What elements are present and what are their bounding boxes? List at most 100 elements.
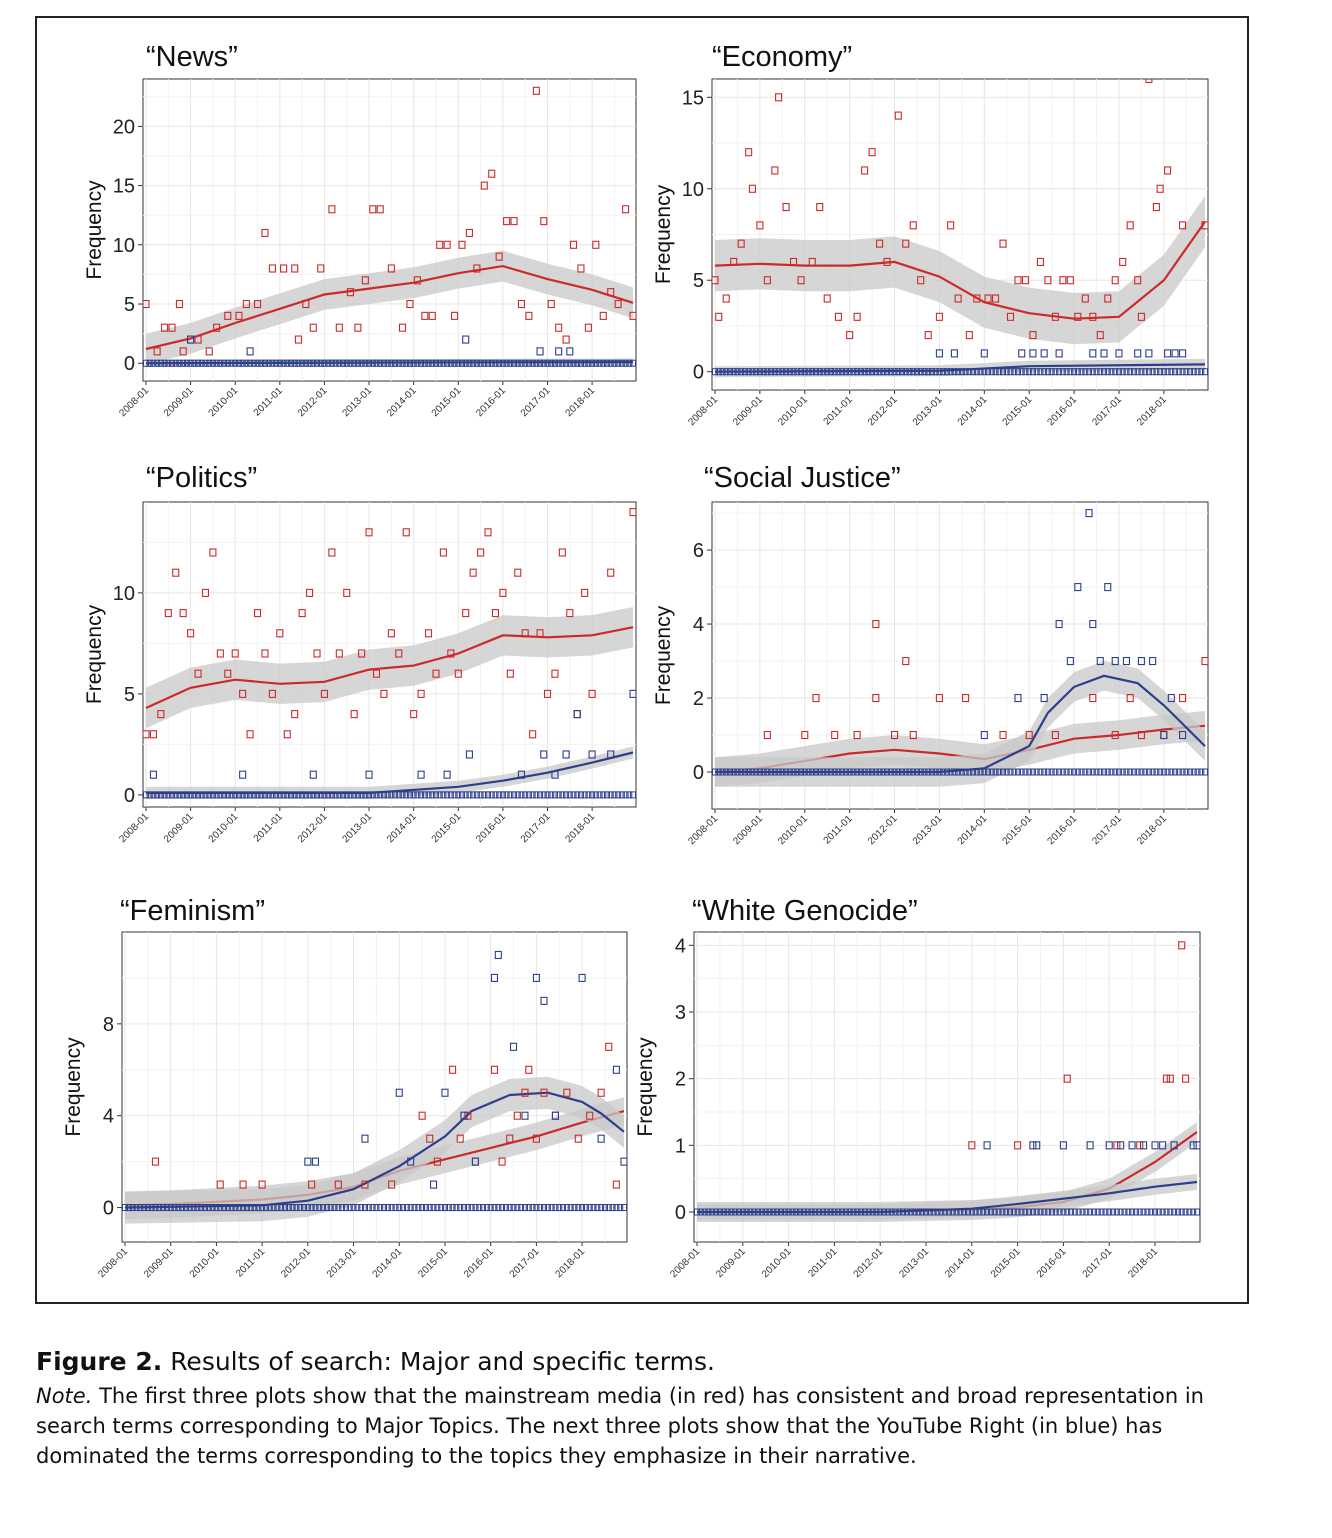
zero-point-marker (820, 768, 827, 776)
zero-point-marker (1106, 1208, 1113, 1216)
zero-point-marker (1104, 768, 1111, 776)
data-point-blue (443, 770, 451, 779)
zero-point-marker (299, 791, 306, 799)
zero-point-marker (732, 1208, 739, 1216)
zero-point-marker (221, 791, 228, 799)
zero-point-marker (622, 359, 629, 367)
zero-point-marker (1168, 768, 1175, 776)
zero-point-marker (436, 359, 443, 367)
zero-point-marker (511, 791, 518, 799)
x-tick-label: 2016-01 (474, 811, 508, 845)
data-point-red (488, 169, 496, 178)
zero-point-marker (540, 359, 547, 367)
zero-point-marker (1087, 1208, 1094, 1216)
x-tick-label: 2012-01 (296, 385, 330, 419)
zero-point-marker (1179, 768, 1186, 776)
data-point-red (151, 1157, 160, 1166)
figure-caption: Figure 2. Results of search: Major and s… (36, 1345, 1276, 1471)
zero-point-marker (876, 768, 883, 776)
zero-point-marker (521, 1204, 528, 1212)
data-point-red (853, 312, 861, 321)
zero-point-marker (1041, 768, 1048, 776)
zero-point-marker (1157, 768, 1164, 776)
zero-point-marker (783, 368, 790, 376)
zero-point-marker (243, 359, 250, 367)
zero-point-marker (232, 791, 239, 799)
zero-point-marker (167, 1204, 174, 1212)
zero-point-marker (1174, 1208, 1181, 1216)
zero-point-marker (415, 1204, 422, 1212)
zero-point-marker (350, 1204, 357, 1212)
zero-point-marker (1167, 1208, 1174, 1216)
data-point-red (789, 257, 798, 266)
zero-point-marker (410, 791, 417, 799)
zero-point-marker (429, 359, 436, 367)
zero-point-marker (942, 1208, 949, 1216)
zero-point-marker (342, 1204, 349, 1212)
zero-point-marker (872, 368, 879, 376)
data-point-red (816, 203, 824, 212)
zero-point-marker (143, 791, 149, 799)
zero-point-marker (541, 1204, 548, 1212)
zero-point-marker (239, 359, 246, 367)
zero-point-marker (835, 768, 842, 776)
zero-point-marker (743, 1208, 750, 1216)
zero-point-marker (793, 1208, 800, 1216)
zero-point-marker (548, 791, 555, 799)
zero-point-marker (723, 768, 730, 776)
data-point-red (712, 276, 719, 285)
zero-point-marker (984, 1208, 991, 1216)
data-point-red (555, 323, 563, 332)
data-point-red (376, 205, 384, 214)
data-point-red (763, 276, 771, 285)
zero-point-marker (988, 368, 995, 376)
x-tick-label: 2009-01 (731, 394, 765, 428)
zero-point-marker (477, 359, 484, 367)
zero-point-marker (1123, 368, 1130, 376)
zero-point-marker (579, 1204, 586, 1212)
zero-point-marker (900, 1208, 907, 1216)
zero-point-marker (594, 1204, 601, 1212)
zero-point-marker (911, 1208, 918, 1216)
zero-point-marker (858, 1208, 865, 1216)
zero-point-marker (1010, 1208, 1017, 1216)
zero-point-marker (1160, 768, 1167, 776)
zero-point-marker (308, 1204, 315, 1212)
zero-point-marker (160, 1204, 167, 1212)
zero-point-marker (1086, 368, 1093, 376)
zero-point-marker (985, 768, 992, 776)
data-point-red (402, 528, 410, 537)
zero-point-marker (425, 791, 432, 799)
data-point-red (782, 203, 790, 212)
x-tick-label: 2008-01 (686, 813, 720, 847)
data-point-red (909, 221, 917, 230)
zero-point-marker (407, 1204, 414, 1212)
data-point-red (261, 228, 269, 238)
zero-point-marker (323, 1204, 330, 1212)
y-tick-label: 4 (693, 614, 704, 636)
zero-point-marker (1190, 768, 1197, 776)
data-point-red (962, 693, 970, 703)
data-point-red (443, 240, 451, 249)
zero-point-marker (265, 359, 272, 367)
zero-point-marker (809, 768, 816, 776)
data-point-red (1014, 1141, 1022, 1150)
zero-point-marker (291, 791, 298, 799)
zero-point-marker (143, 359, 149, 367)
x-tick-label: 2018-01 (1126, 1246, 1160, 1280)
x-tick-label: 2013-01 (911, 813, 945, 847)
note-text: The first three plots show that the main… (36, 1384, 1204, 1468)
zero-point-marker (996, 368, 1003, 376)
x-tick-label: 2017-01 (1090, 813, 1124, 847)
zero-point-marker (953, 1208, 960, 1216)
plot-content (694, 941, 1200, 1222)
smooth-line-red (714, 221, 1206, 320)
zero-point-marker (715, 768, 722, 776)
data-point-red (876, 239, 884, 248)
data-point-red (868, 148, 876, 157)
data-point-red (1044, 276, 1052, 285)
zero-point-marker (228, 1204, 235, 1212)
zero-point-marker (789, 1208, 796, 1216)
zero-point-marker (1075, 1208, 1082, 1216)
zero-point-marker (232, 359, 239, 367)
